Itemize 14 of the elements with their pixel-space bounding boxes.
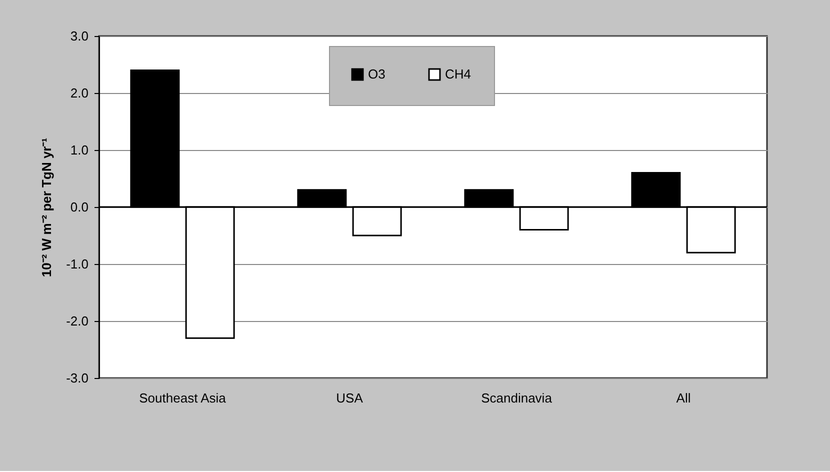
y-tick-label: 1.0 (70, 142, 88, 158)
y-tick-label: 3.0 (70, 28, 88, 44)
x-tick-label: USA (336, 390, 364, 406)
y-tick-label: -3.0 (66, 370, 88, 386)
x-tick-label: Southeast Asia (139, 390, 227, 406)
y-axis-title: 10⁻² W m⁻² per TgN yr⁻¹ (39, 138, 54, 278)
x-tick-label: Scandinavia (481, 390, 553, 406)
y-tick-label: -2.0 (66, 314, 88, 328)
y-tick-label: 0.0 (70, 200, 88, 214)
legend-label: O3 (368, 66, 386, 82)
y-tick-label: -1.0 (66, 256, 88, 272)
x-tick-label: All (676, 390, 691, 406)
y-tick-label: 2.0 (70, 86, 88, 100)
legend-label: CH4 (445, 66, 472, 82)
